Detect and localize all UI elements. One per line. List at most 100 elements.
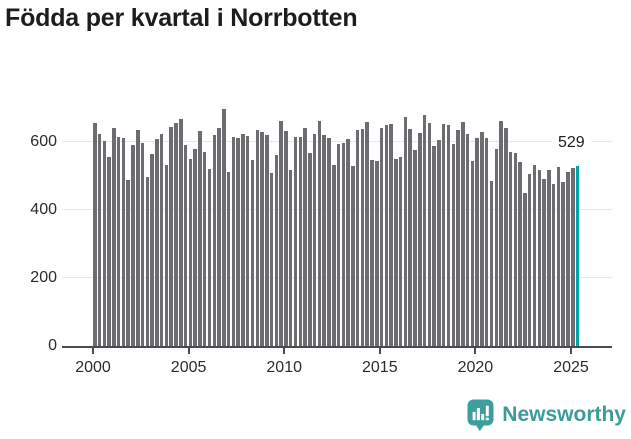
- bar-2019-q3: [465, 133, 470, 346]
- x-tick-label: 2025: [553, 359, 589, 376]
- bar-2021-q4: [508, 151, 513, 346]
- bar-2015-q1: [379, 128, 384, 346]
- x-tick-mark: [378, 348, 381, 354]
- x-tick-mark: [187, 348, 190, 354]
- bar-2004-q3: [179, 118, 183, 346]
- bar-2009-q3: [274, 155, 279, 346]
- bar-2010-q4: [298, 136, 303, 346]
- bar-2001-q3: [121, 137, 126, 346]
- bar-2004-q2: [174, 123, 178, 346]
- bar-2024-q2: [556, 166, 561, 346]
- bar-2024-q4: [566, 171, 570, 346]
- bar-2018-q2: [441, 123, 446, 346]
- x-tick-label: 2010: [266, 359, 302, 376]
- bar-2011-q3: [312, 134, 317, 346]
- bar-2002-q1: [131, 145, 135, 346]
- x-tick-mark: [283, 348, 286, 354]
- bar-2005-q4: [202, 151, 207, 346]
- bar-2010-q2: [288, 169, 293, 346]
- bar-2011-q4: [317, 121, 322, 346]
- bar-2024-q1: [551, 183, 556, 346]
- bar-2012-q1: [322, 135, 326, 346]
- bar-2002-q3: [140, 142, 145, 346]
- bar-2005-q2: [193, 149, 197, 346]
- bar-2012-q3: [332, 164, 336, 346]
- x-axis-line: [62, 346, 612, 348]
- bar-2009-q2: [269, 172, 274, 346]
- newsworthy-logo-text: Newsworthy: [502, 403, 626, 426]
- bar-2004-q4: [183, 145, 188, 346]
- bar-2012-q2: [327, 138, 331, 346]
- bar-2003-q3: [159, 133, 164, 346]
- x-tick-label: 2000: [75, 359, 111, 376]
- bar-2008-q1: [245, 135, 250, 346]
- bar-2009-q1: [265, 135, 269, 346]
- bar-2013-q2: [346, 138, 350, 346]
- bar-2003-q1: [150, 153, 154, 346]
- x-tick-label: 2015: [362, 359, 398, 376]
- bar-2009-q4: [279, 121, 283, 346]
- y-tick-label: 0: [48, 337, 57, 354]
- y-tick-label: 600: [30, 133, 57, 150]
- bar-2001-q1: [112, 128, 116, 346]
- bar-2016-q4: [413, 150, 417, 346]
- bar-2007-q3: [236, 137, 240, 346]
- bar-2019-q1: [456, 130, 460, 346]
- bar-2000-q3: [102, 140, 107, 346]
- bar-2023-q1: [532, 165, 537, 346]
- bar-2016-q3: [408, 129, 412, 346]
- bar-2011-q1: [303, 128, 307, 346]
- bar-2006-q3: [217, 128, 221, 346]
- bar-2003-q4: [164, 165, 169, 346]
- bar-2014-q3: [370, 159, 374, 346]
- bar-2017-q4: [432, 145, 436, 346]
- bar-2019-q2: [461, 121, 465, 346]
- last-value-label: 529: [552, 132, 591, 153]
- bar-2015-q4: [394, 159, 398, 346]
- x-tick-label: 2020: [457, 359, 494, 376]
- bar-2024-q3: [561, 182, 565, 346]
- newsworthy-icon: [467, 399, 494, 431]
- x-tick-mark: [92, 348, 94, 354]
- bar-2004-q1: [169, 126, 173, 346]
- bar-2022-q4: [527, 173, 532, 346]
- bar-2017-q3: [427, 122, 432, 346]
- bar-2016-q2: [403, 116, 408, 346]
- bar-2025-q1: [571, 167, 575, 346]
- bar-2001-q4: [126, 179, 130, 346]
- newsworthy-logo[interactable]: Newsworthy: [466, 398, 626, 432]
- y-tick-label: 200: [30, 269, 57, 286]
- bar-2020-q1: [475, 138, 479, 346]
- bar-2019-q4: [470, 160, 475, 346]
- bar-2006-q2: [212, 134, 216, 346]
- bar-2011-q2: [308, 153, 312, 346]
- bar-highlighted: [575, 166, 580, 346]
- bar-2007-q1: [226, 171, 231, 346]
- bar-2000-q2: [97, 133, 102, 346]
- x-tick-mark: [570, 348, 572, 354]
- bar-2021-q2: [499, 120, 503, 346]
- bar-2008-q4: [260, 131, 264, 346]
- y-tick-label: 400: [30, 201, 57, 218]
- bar-2021-q1: [494, 148, 499, 346]
- bar-2021-q3: [504, 128, 508, 346]
- bar-2017-q2: [422, 114, 427, 346]
- bar-2022-q2: [518, 161, 522, 346]
- bar-2013-q1: [341, 143, 346, 346]
- bar-2020-q2: [480, 132, 484, 346]
- bar-2020-q4: [489, 180, 494, 346]
- bar-2018-q1: [437, 139, 441, 346]
- bar-2023-q2: [537, 170, 542, 346]
- bar-2015-q2: [384, 125, 389, 346]
- chart-title: Födda per kvartal i Norrbotten: [5, 4, 358, 32]
- bar-2014-q1: [360, 128, 365, 346]
- bar-2006-q1: [207, 168, 212, 346]
- bar-2015-q3: [389, 123, 393, 346]
- bar-2017-q1: [418, 132, 422, 346]
- bar-2023-q4: [547, 169, 551, 346]
- bar-2018-q3: [446, 125, 451, 346]
- bar-2020-q3: [484, 138, 489, 346]
- x-tick-mark: [474, 348, 477, 354]
- x-tick-label: 2005: [170, 359, 207, 376]
